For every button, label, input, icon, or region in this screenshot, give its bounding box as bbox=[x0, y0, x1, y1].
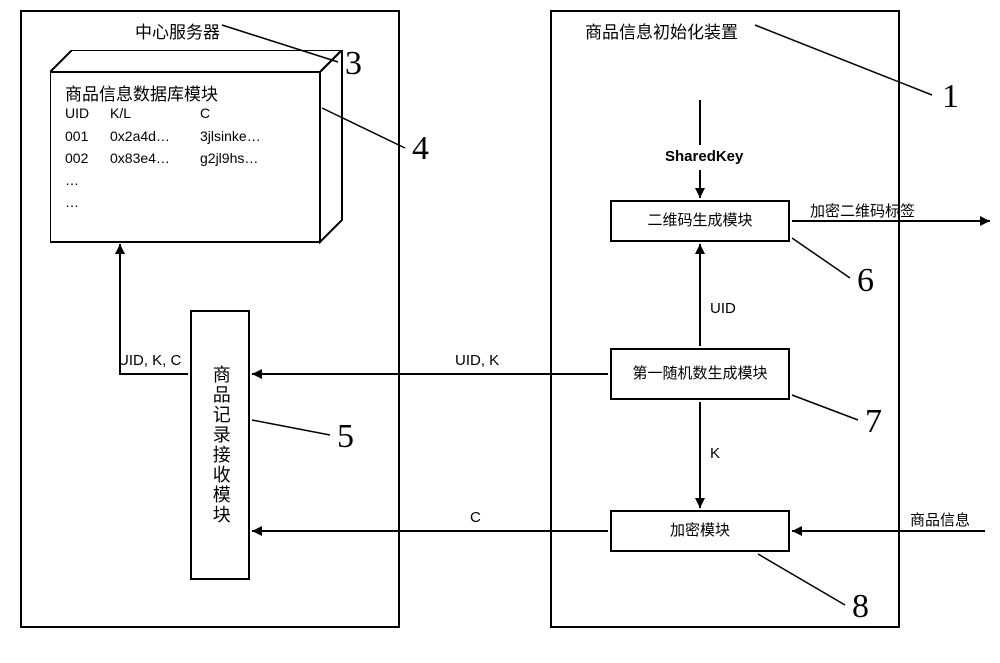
callout-6: 6 bbox=[857, 262, 874, 300]
label-uid: UID bbox=[710, 300, 736, 317]
db-row-3-0: … bbox=[65, 194, 79, 210]
callout-3: 3 bbox=[345, 45, 362, 83]
db-col-c: C bbox=[200, 105, 210, 121]
db-col-uid: UID bbox=[65, 105, 89, 121]
label-k: K bbox=[710, 445, 720, 462]
rand-module: 第一随机数生成模块 bbox=[610, 348, 790, 400]
callout-5: 5 bbox=[337, 418, 354, 456]
label-uidkc: UID, K, C bbox=[118, 352, 181, 369]
qr-module-label: 二维码生成模块 bbox=[647, 211, 752, 231]
db-row-1-1: 0x83e4… bbox=[110, 150, 170, 166]
label-uidk: UID, K bbox=[455, 352, 499, 369]
db-row-0-2: 3jlsinke… bbox=[200, 128, 261, 144]
right-container-title: 商品信息初始化装置 bbox=[585, 18, 738, 43]
label-qr-out: 加密二维码标签 bbox=[810, 200, 915, 221]
rand-module-label: 第一随机数生成模块 bbox=[632, 364, 767, 384]
db-row-0-1: 0x2a4d… bbox=[110, 128, 170, 144]
diagram-canvas: 中心服务器 商品信息初始化装置 商品信息数据库模块 UID K/L C 001 … bbox=[0, 0, 1000, 663]
db-row-1-2: g2jl9hs… bbox=[200, 150, 258, 166]
db-row-0-0: 001 bbox=[65, 128, 88, 144]
record-module-label: 商品记录接收模块 bbox=[208, 365, 231, 525]
record-module: 商品记录接收模块 bbox=[190, 310, 250, 580]
enc-module: 加密模块 bbox=[610, 510, 790, 552]
db-row-2-0: … bbox=[65, 172, 79, 188]
callout-1: 1 bbox=[942, 78, 959, 116]
label-c: C bbox=[470, 509, 481, 526]
left-container-title: 中心服务器 bbox=[135, 18, 220, 43]
db-col-kl: K/L bbox=[110, 105, 131, 121]
qr-module: 二维码生成模块 bbox=[610, 200, 790, 242]
callout-8: 8 bbox=[852, 588, 869, 626]
db-row-1-0: 002 bbox=[65, 150, 88, 166]
callout-4: 4 bbox=[412, 130, 429, 168]
enc-module-label: 加密模块 bbox=[670, 521, 730, 541]
db-module-title: 商品信息数据库模块 bbox=[65, 80, 218, 105]
label-prod-info: 商品信息 bbox=[910, 509, 970, 530]
label-sharedkey: SharedKey bbox=[665, 148, 743, 165]
callout-7: 7 bbox=[865, 403, 882, 441]
